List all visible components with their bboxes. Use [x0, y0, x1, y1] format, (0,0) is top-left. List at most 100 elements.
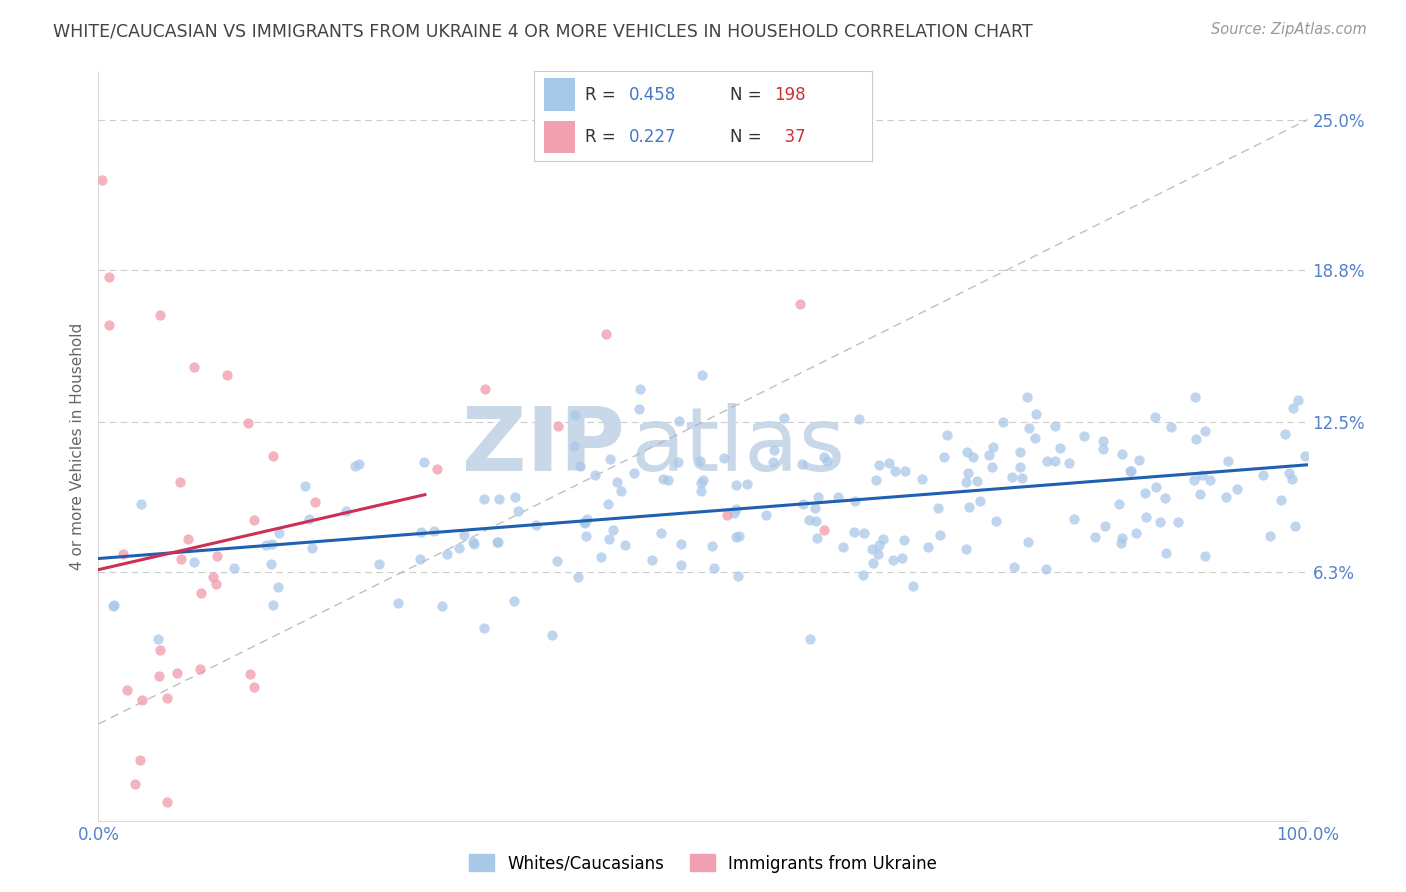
Point — [1001, 470, 1024, 484]
Point — [1094, 519, 1116, 533]
Point — [183, 359, 205, 374]
Point — [893, 533, 915, 547]
Point — [1091, 442, 1114, 457]
Point — [205, 576, 228, 591]
Point — [936, 428, 959, 442]
Point — [1073, 429, 1095, 443]
Point — [690, 476, 713, 491]
Text: WHITE/CAUCASIAN VS IMMIGRANTS FROM UKRAINE 4 OR MORE VEHICLES IN HOUSEHOLD CORRE: WHITE/CAUCASIAN VS IMMIGRANTS FROM UKRAI… — [53, 22, 1033, 40]
Point — [205, 549, 228, 563]
Point — [848, 412, 870, 426]
Point — [703, 561, 725, 575]
Point — [215, 368, 238, 383]
Point — [409, 551, 432, 566]
Point — [1281, 471, 1303, 485]
Point — [1108, 497, 1130, 511]
Point — [430, 599, 453, 613]
Text: 37: 37 — [773, 128, 806, 146]
Point — [1182, 473, 1205, 487]
Point — [1286, 393, 1309, 408]
Point — [1135, 486, 1157, 500]
Point — [657, 473, 679, 487]
Point — [799, 632, 821, 647]
Point — [472, 621, 495, 635]
Point — [669, 558, 692, 572]
Point — [436, 548, 458, 562]
Point — [865, 474, 887, 488]
Point — [852, 567, 875, 582]
Point — [474, 382, 496, 396]
Point — [1125, 526, 1147, 541]
Point — [1274, 427, 1296, 442]
Point — [596, 497, 619, 511]
Point — [148, 668, 170, 682]
Point — [955, 542, 977, 557]
Point — [689, 454, 711, 468]
Point — [1017, 391, 1039, 405]
Point — [981, 440, 1004, 454]
Point — [183, 555, 205, 569]
Point — [689, 484, 711, 499]
Point — [1049, 442, 1071, 456]
Point — [1092, 434, 1115, 448]
Text: R =: R = — [585, 128, 621, 146]
Point — [911, 472, 934, 486]
Point — [595, 326, 617, 341]
Point — [1278, 466, 1301, 480]
Point — [508, 504, 530, 518]
Point — [792, 497, 814, 511]
Point — [166, 665, 188, 680]
Point — [893, 464, 915, 478]
Point — [146, 632, 169, 647]
Point — [564, 409, 586, 423]
Point — [1160, 420, 1182, 434]
Point — [1154, 546, 1177, 560]
Point — [1111, 531, 1133, 545]
Point — [666, 455, 689, 469]
Point — [932, 450, 955, 464]
Point — [1215, 490, 1237, 504]
Point — [524, 517, 547, 532]
Point — [725, 502, 748, 516]
Point — [762, 442, 785, 457]
Point — [1194, 549, 1216, 563]
Text: 0.458: 0.458 — [628, 86, 676, 103]
Point — [735, 476, 758, 491]
Point — [567, 570, 589, 584]
Point — [957, 500, 980, 514]
Point — [890, 550, 912, 565]
Point — [503, 490, 526, 504]
Point — [860, 542, 883, 557]
Point — [1226, 482, 1249, 496]
Point — [832, 541, 855, 555]
Point — [488, 492, 510, 507]
Point — [813, 523, 835, 537]
Point — [727, 569, 749, 583]
Point — [169, 552, 191, 566]
Point — [97, 269, 120, 284]
Point — [813, 450, 835, 464]
Point — [884, 465, 907, 479]
Point — [650, 525, 672, 540]
Point — [503, 594, 526, 608]
Point — [1258, 529, 1281, 543]
Point — [868, 538, 890, 552]
Point — [804, 514, 827, 528]
Point — [628, 382, 651, 396]
Point — [411, 524, 433, 539]
Point — [815, 454, 838, 468]
Point — [1043, 419, 1066, 434]
Point — [1011, 471, 1033, 485]
Point — [222, 560, 245, 574]
Point — [1035, 562, 1057, 576]
Point — [598, 532, 620, 546]
Point — [1199, 473, 1222, 487]
Point — [807, 490, 830, 504]
Text: ZIP: ZIP — [461, 402, 624, 490]
Point — [641, 553, 664, 567]
Legend: Whites/Caucasians, Immigrants from Ukraine: Whites/Caucasians, Immigrants from Ukrai… — [463, 847, 943, 880]
Point — [177, 533, 200, 547]
Point — [1216, 453, 1239, 467]
Point — [955, 475, 977, 489]
Point — [260, 558, 283, 572]
